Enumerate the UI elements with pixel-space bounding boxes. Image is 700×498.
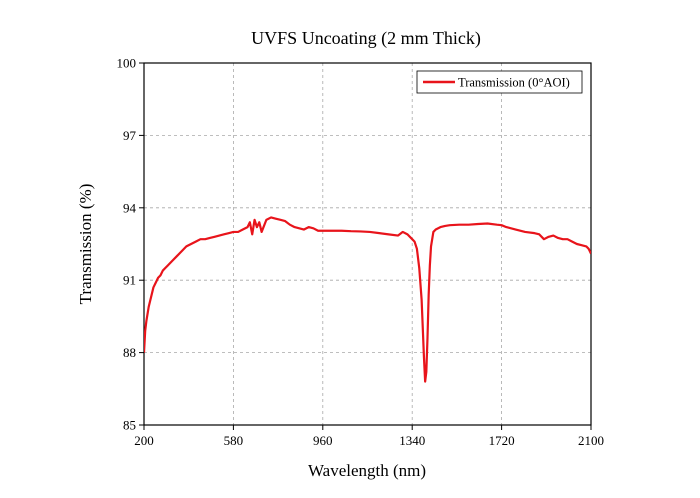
x-tick-labels: 200 580 960 1340 1720 2100 bbox=[134, 433, 604, 448]
plot-frame bbox=[143, 62, 592, 426]
x-axis-title: Wavelength (nm) bbox=[308, 461, 426, 480]
x-tick-label: 960 bbox=[313, 433, 333, 448]
y-tick-label: 94 bbox=[123, 200, 137, 215]
y-tick-labels: 85 88 91 94 97 100 bbox=[117, 56, 137, 433]
legend-box bbox=[416, 70, 583, 94]
x-tick-label: 1720 bbox=[489, 433, 515, 448]
grid bbox=[144, 63, 591, 425]
x-tick-label: 200 bbox=[134, 433, 154, 448]
y-tick-label: 91 bbox=[123, 273, 136, 288]
x-tick-label: 2100 bbox=[578, 433, 604, 448]
y-axis-title: Transmission (%) bbox=[76, 184, 95, 305]
series-line-transmission bbox=[144, 216, 591, 383]
axis-ticks bbox=[139, 62, 592, 430]
y-tick-label: 88 bbox=[123, 345, 136, 360]
y-tick-label: 85 bbox=[123, 418, 136, 433]
x-tick-label: 580 bbox=[224, 433, 244, 448]
chart-title: UVFS Uncoating (2 mm Thick) bbox=[251, 28, 481, 49]
y-tick-label: 97 bbox=[123, 128, 137, 143]
y-tick-label: 100 bbox=[117, 56, 137, 71]
x-tick-label: 1340 bbox=[399, 433, 425, 448]
legend: Transmission (0°AOI) bbox=[416, 70, 583, 94]
legend-label: Transmission (0°AOI) bbox=[458, 76, 570, 90]
